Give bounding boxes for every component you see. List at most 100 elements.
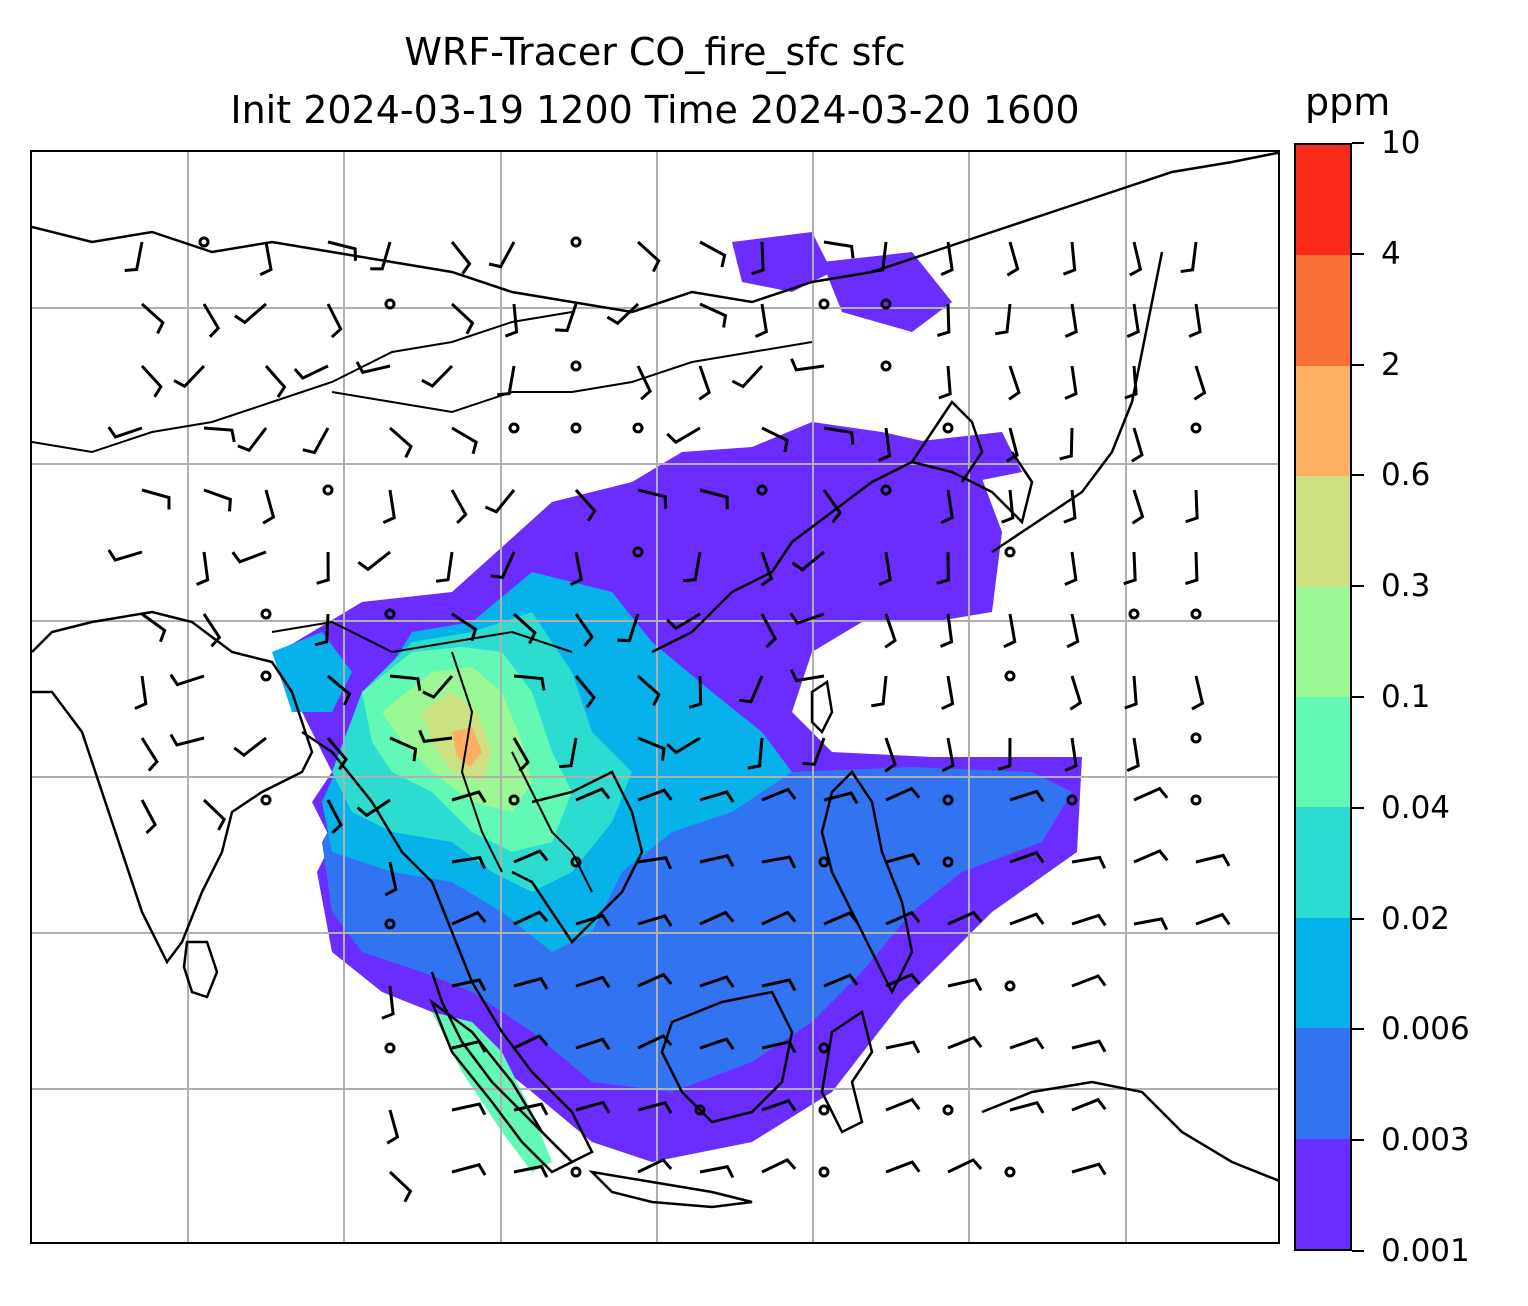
wind-barb <box>202 798 227 831</box>
map-canvas <box>32 152 1278 1242</box>
wind-barb <box>140 302 165 335</box>
wind-barb <box>761 1158 797 1174</box>
wind-barb <box>761 1040 797 1054</box>
wind-barb <box>997 737 1012 771</box>
colorbar-segment <box>1296 476 1350 587</box>
coast-borneo <box>660 990 794 1124</box>
wind-barb <box>791 550 825 572</box>
wind-barb <box>1126 303 1140 338</box>
colorbar-segment <box>1296 807 1350 918</box>
wind-barb <box>666 736 701 755</box>
colorbar-segment <box>1296 255 1350 366</box>
wind-barb <box>731 364 764 389</box>
wind-barb <box>513 1102 549 1116</box>
calm-wind-marker <box>260 608 272 620</box>
wind-barb <box>761 978 797 992</box>
colorbar-segment <box>1296 917 1350 1029</box>
wind-barb <box>418 729 453 743</box>
wind-barb <box>947 1035 983 1050</box>
colorbar-tick-label: 0.1 <box>1381 679 1431 715</box>
wind-barb <box>1071 1097 1107 1112</box>
calm-wind-marker <box>1004 546 1016 558</box>
coast-taiwan <box>810 679 834 735</box>
map-panel[interactable] <box>30 150 1280 1244</box>
wind-barb <box>355 361 391 375</box>
colorbar-segment <box>1296 144 1350 256</box>
wind-barb <box>513 849 549 864</box>
coast-china <box>651 451 1034 654</box>
wind-barb <box>237 427 268 453</box>
wind-barb <box>488 241 516 269</box>
calm-wind-marker <box>1190 608 1202 620</box>
wind-barb <box>823 426 855 445</box>
wind-barb <box>637 1101 673 1114</box>
wind-barb <box>1071 1162 1107 1176</box>
wind-barb <box>747 737 764 770</box>
colorbar-tick-label: 10 <box>1381 125 1421 161</box>
wind-barb <box>947 978 983 992</box>
calm-wind-marker <box>756 484 768 496</box>
colorbar-tick <box>1352 363 1364 366</box>
calm-wind-marker <box>1066 794 1078 806</box>
wind-barb <box>941 675 955 711</box>
wind-barb <box>940 241 954 276</box>
wind-barb <box>326 303 343 339</box>
colorbar-tick-label: 0.04 <box>1381 789 1451 826</box>
wind-barb <box>699 854 735 868</box>
wind-barb <box>823 240 855 259</box>
wind-barb <box>389 426 413 458</box>
wind-barb <box>259 241 273 277</box>
wind-barb <box>513 1164 549 1178</box>
wind-barb <box>384 861 398 897</box>
calm-wind-marker <box>508 422 520 434</box>
wind-barb <box>450 489 468 524</box>
calm-wind-marker <box>260 794 272 806</box>
wind-barb <box>1180 241 1198 274</box>
wind-barb <box>1005 427 1019 463</box>
wind-barb <box>513 976 549 990</box>
wind-barb <box>1071 974 1107 988</box>
wind-barb <box>569 551 583 587</box>
wind-barb <box>761 426 789 453</box>
wind-barb <box>512 612 537 645</box>
wind-barb <box>574 613 594 648</box>
colorbar-tick <box>1352 252 1364 255</box>
calm-wind-marker <box>384 298 396 310</box>
colorbar <box>1294 143 1352 1251</box>
calm-wind-marker <box>1004 1166 1016 1178</box>
wind-barb <box>326 799 343 835</box>
calm-wind-marker <box>880 484 892 496</box>
wind-barb <box>1195 853 1231 867</box>
coast-india <box>32 610 314 965</box>
wind-barb <box>327 240 357 261</box>
wind-barb <box>1064 303 1078 338</box>
calm-wind-marker <box>1128 608 1140 620</box>
wind-barb <box>637 736 666 761</box>
wind-barb <box>761 855 797 869</box>
wind-barb <box>751 241 765 276</box>
wind-barb <box>574 489 597 522</box>
wind-barb <box>761 910 797 926</box>
coast-sulawesi <box>820 1009 874 1134</box>
wind-barb <box>761 1098 797 1112</box>
wind-barb <box>1009 1037 1045 1050</box>
wind-barb <box>637 488 668 509</box>
wind-barb <box>637 972 673 988</box>
chart-title-line2: Init 2024-03-19 1200 Time 2024-03-20 160… <box>230 88 1080 132</box>
wind-barb <box>1009 912 1045 926</box>
wind-barb <box>134 675 148 710</box>
wind-barb <box>1133 917 1169 931</box>
wind-barb <box>698 365 711 401</box>
coast-korea <box>910 400 984 483</box>
wind-barb <box>699 975 735 988</box>
wind-barb <box>1185 551 1199 585</box>
wind-barb <box>637 1034 673 1050</box>
wind-barb <box>688 675 703 709</box>
wind-barb <box>1195 912 1231 926</box>
coast-newguinea <box>981 1080 1278 1182</box>
calm-wind-marker <box>818 856 830 868</box>
coast-indochina <box>511 770 644 944</box>
wind-barb <box>1129 241 1143 277</box>
calm-wind-marker <box>880 360 892 372</box>
calm-wind-marker <box>570 1166 582 1178</box>
